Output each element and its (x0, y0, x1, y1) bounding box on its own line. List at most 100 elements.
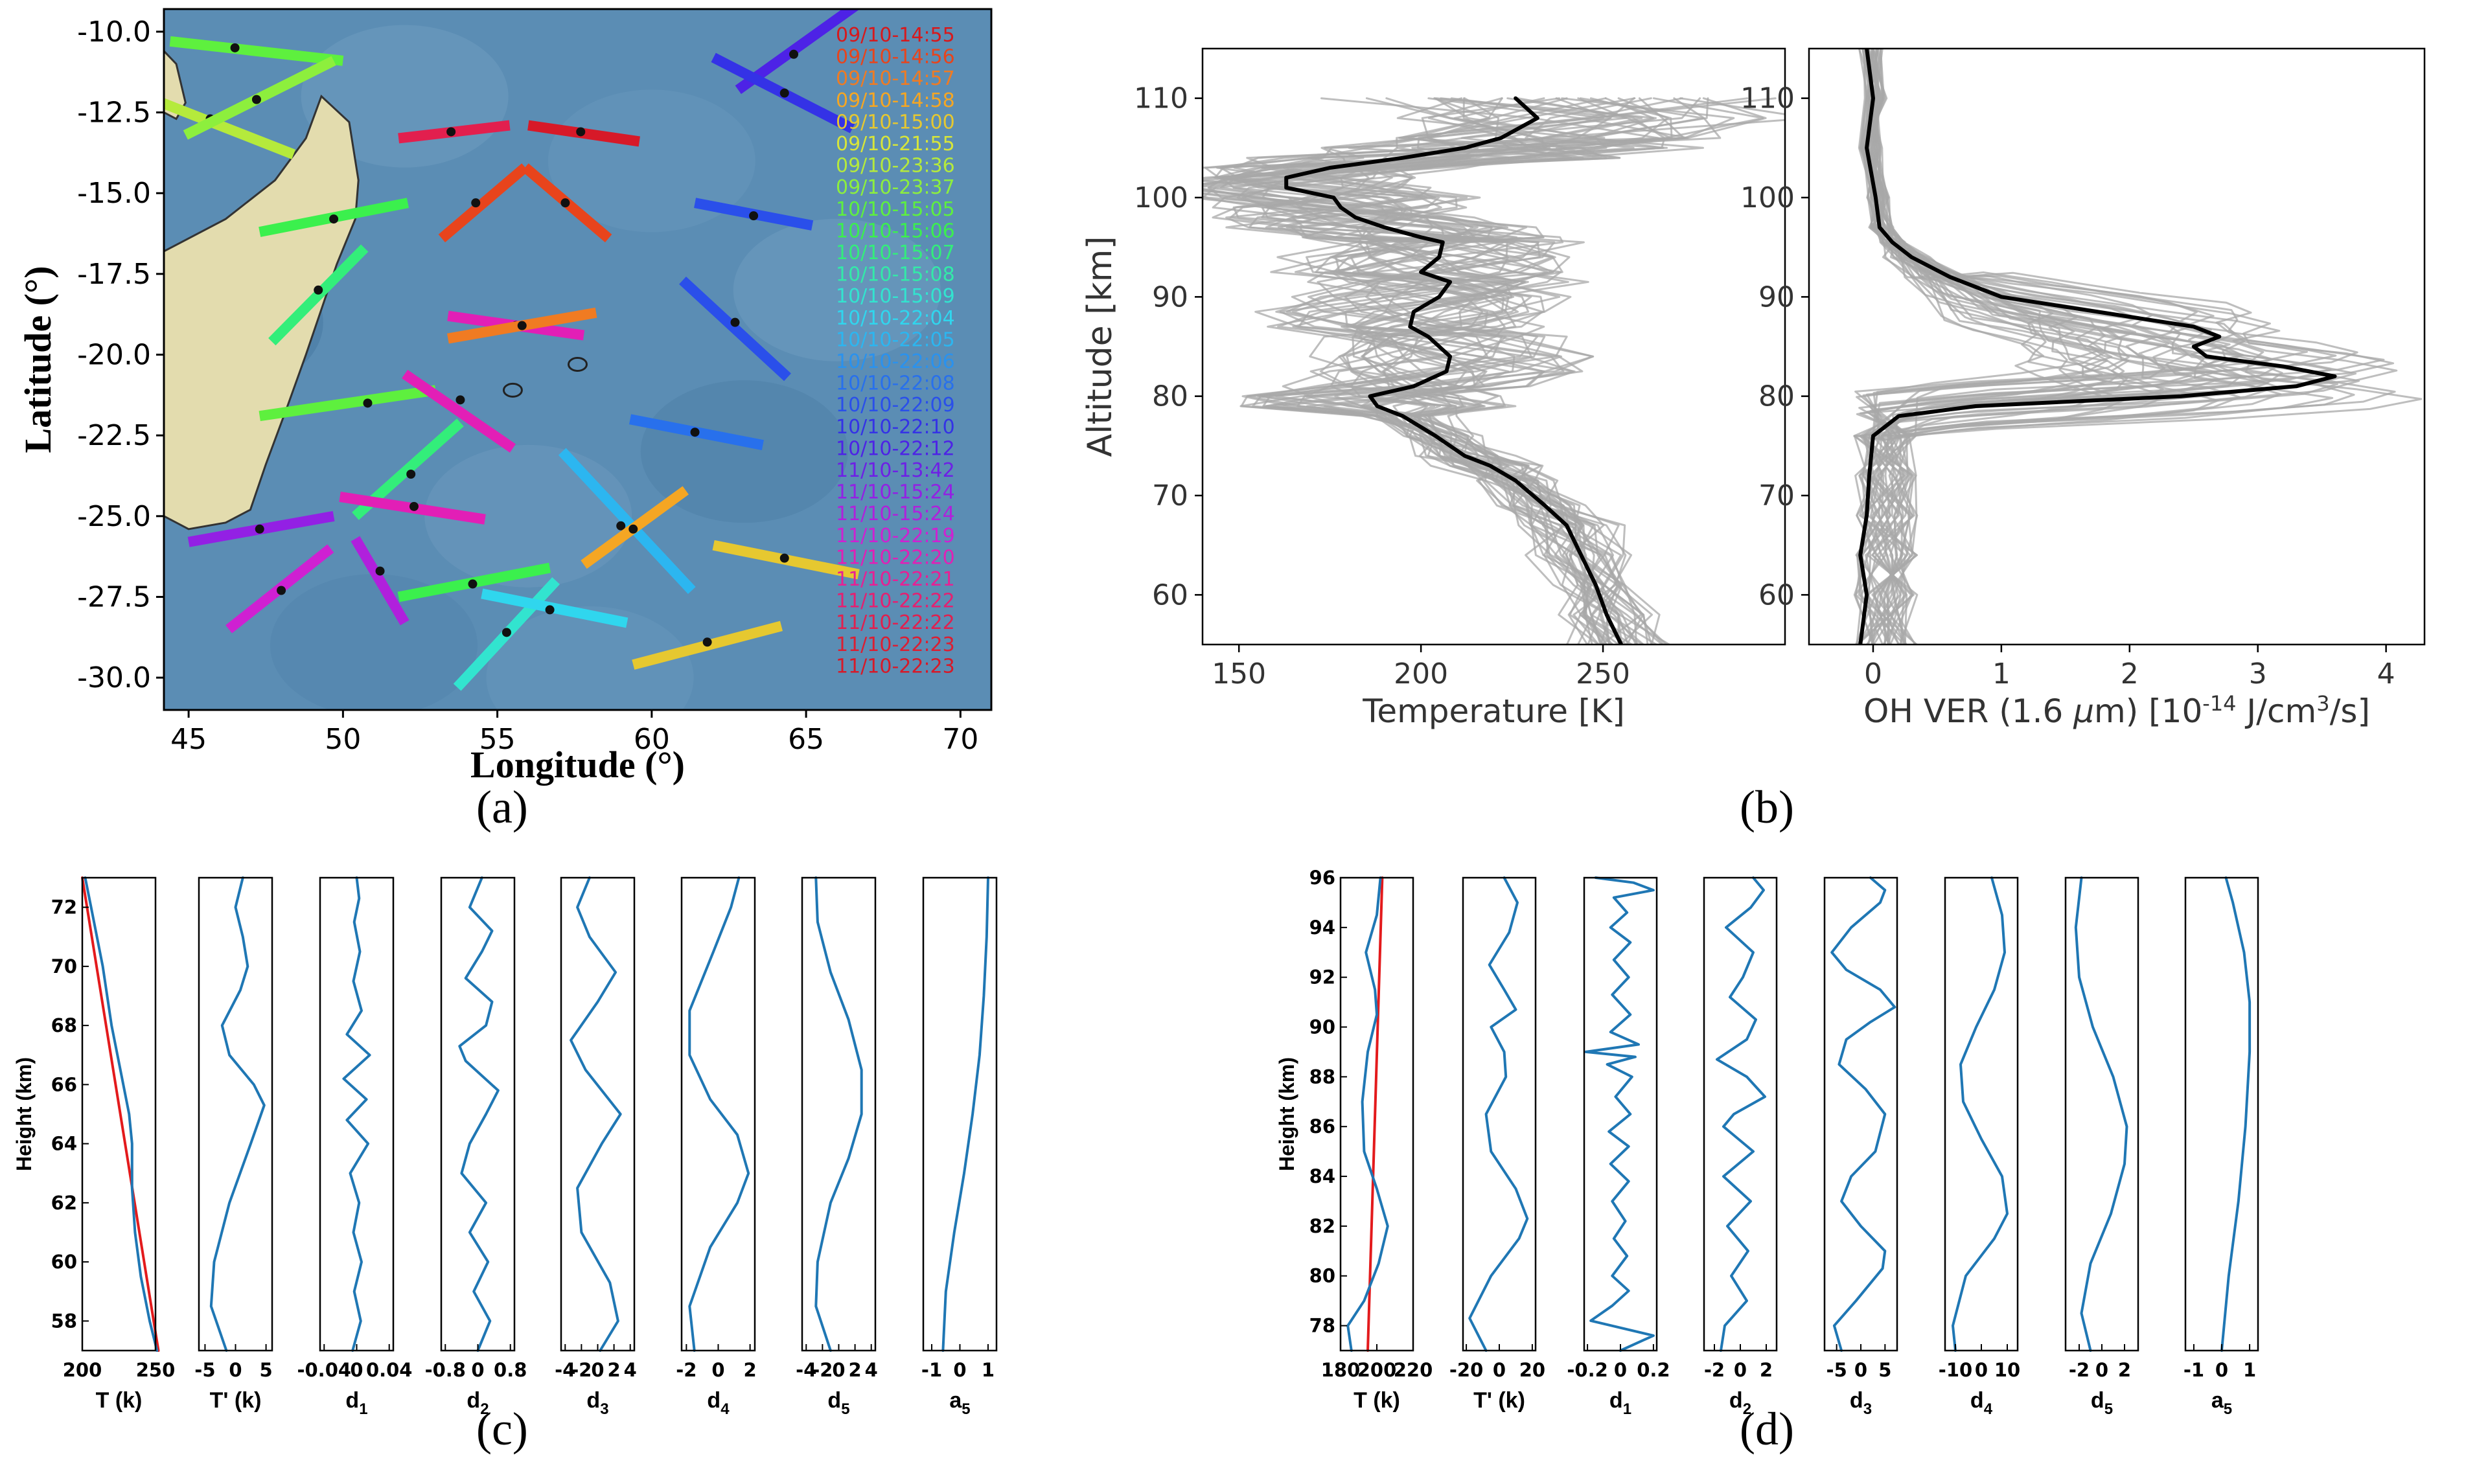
x-axis-label-base: d (707, 1388, 720, 1413)
axes-frame (1703, 876, 1778, 1352)
x-tick-label: 0 (2215, 1359, 2228, 1381)
x-tick-label: -2 (2069, 1359, 2090, 1381)
x-axis-label-subscript: 3 (600, 1400, 608, 1418)
profile-line (2074, 876, 2128, 1352)
legend-entry: 10/10-22:10 (836, 416, 955, 439)
y-tick-label: 88 (1309, 1066, 1335, 1088)
y-tick-label: 100 (1740, 181, 1795, 214)
x-axis-label: d4 (707, 1388, 730, 1418)
subplot-8: -1 0 1a5 (2183, 876, 2259, 1418)
y-tick-label: 60 (1152, 578, 1188, 611)
x-tick-label: -5 (194, 1359, 215, 1381)
x-tick-label: 2 (1760, 1359, 1773, 1381)
x-tick-label: -4 (555, 1359, 575, 1381)
x-tick-label: 0 (953, 1359, 966, 1381)
x-axis-label-part: OH VER (1.6 (1863, 692, 2073, 730)
x-tick-label: 50 (325, 723, 361, 756)
plot-area (1203, 96, 1785, 645)
x-axis-label: d1 (1609, 1388, 1631, 1418)
x-axis-label: OH VER (1.6 μm) [10-14 J/cm3/s] (1863, 691, 2370, 730)
x-axis-label: T' (k) (1473, 1388, 1525, 1413)
gray-profile-line (1236, 97, 1652, 645)
track-line (558, 448, 696, 594)
profile-line (1468, 876, 1529, 1352)
x-tick-label: 200 (1357, 1359, 1397, 1381)
y-tick-label: 90 (1758, 280, 1795, 314)
y-axis-label: Height (km) (1275, 1057, 1298, 1171)
x-tick-label: 0 (591, 1359, 604, 1381)
legend-entry: 10/10-15:09 (836, 285, 955, 308)
track-center-point (560, 198, 570, 208)
y-tick-label: 92 (1309, 966, 1335, 988)
track-center-point (406, 470, 416, 479)
x-tick-label: -2 (1704, 1359, 1725, 1381)
x-axis-label-base: d (1970, 1388, 1984, 1413)
gray-profile-line (1220, 97, 1643, 645)
x-axis-label: d5 (827, 1388, 849, 1418)
y-tick-label: -27.5 (77, 580, 151, 613)
y-tick-label: 70 (1152, 479, 1188, 512)
x-axis-label-base: d (1609, 1388, 1623, 1413)
profile-line (84, 876, 159, 1352)
y-tick-label: 60 (1758, 578, 1795, 611)
subplot-1: 200 250 T (k) 58 60 62 64 66 68 70 72 (51, 876, 175, 1413)
legend-entry: 09/10-23:37 (836, 176, 955, 199)
y-tick-label: -22.5 (77, 419, 151, 452)
x-axis-label-subscript: 2 (480, 1400, 489, 1418)
subplot-2: -5 0 5 T' (k) (194, 876, 273, 1413)
profile-line (342, 876, 371, 1352)
x-axis-label: d3 (1850, 1388, 1872, 1418)
profile-line (941, 876, 989, 1352)
x-tick-label: 2 (744, 1359, 757, 1381)
x-axis-label-base: a (2211, 1388, 2224, 1413)
x-tick-label: 0 (711, 1359, 724, 1381)
x-tick-label: -5 (1826, 1359, 1847, 1381)
profile-line (1716, 876, 1766, 1352)
y-tick-label: 70 (1758, 479, 1795, 512)
legend-entry: 09/10-14:57 (836, 67, 955, 90)
y-tick-label: 72 (51, 896, 77, 919)
x-axis-label-subscript: 3 (1863, 1400, 1872, 1418)
profile-line (1346, 876, 1389, 1352)
subplot-4: -0.8 0 0.8d2 (425, 876, 527, 1418)
x-axis-label: d3 (586, 1388, 608, 1418)
y-tick-label: 86 (1309, 1115, 1335, 1137)
legend-entry: 11/10-22:23 (836, 655, 955, 678)
track-line (351, 536, 409, 626)
x-axis-label-part: -14 (2202, 691, 2236, 716)
legend-entry: 11/10-13:42 (836, 459, 955, 482)
gray-profile-line (1207, 97, 1689, 645)
x-axis-label: Longitude (°) (470, 744, 685, 786)
plot-area (1853, 49, 2423, 645)
y-tick-label: -12.5 (77, 97, 151, 130)
profile-line (688, 876, 750, 1352)
x-axis-label-base: a (949, 1388, 962, 1413)
subplot-2: -20 0 20 T' (k) (1449, 876, 1545, 1413)
ocean-shade (640, 380, 848, 523)
legend-entry: 09/10-15:00 (836, 111, 955, 133)
x-tick-label: 0 (832, 1359, 845, 1381)
y-tick-label: -17.5 (77, 258, 151, 291)
track-center-point (409, 501, 419, 511)
y-tick-label: 100 (1134, 181, 1188, 214)
x-tick-label: 10 (1994, 1359, 2020, 1381)
track-center-point (455, 395, 465, 405)
track-line (481, 588, 628, 628)
legend-entry: 10/10-22:04 (836, 307, 955, 330)
track-center-point (628, 524, 638, 534)
x-tick-label: 0 (1864, 657, 1882, 691)
legend-entry: 09/10-14:56 (836, 46, 955, 69)
track-line (169, 36, 344, 66)
x-tick-label: 0 (229, 1359, 242, 1381)
y-tick-label: 82 (1309, 1215, 1335, 1237)
x-axis-label-base: d (2091, 1388, 2104, 1413)
x-tick-label: 2 (608, 1359, 621, 1381)
map-area (164, 9, 991, 710)
track-center-point (329, 214, 339, 224)
y-tick-label: -10.0 (77, 16, 151, 49)
track-line (679, 276, 791, 382)
x-tick-label: 20 (1519, 1359, 1545, 1381)
panel-b-temperature: 150 200 250 60 70 80 90 100 110 Altitude [km] Temp… (1081, 47, 1786, 730)
